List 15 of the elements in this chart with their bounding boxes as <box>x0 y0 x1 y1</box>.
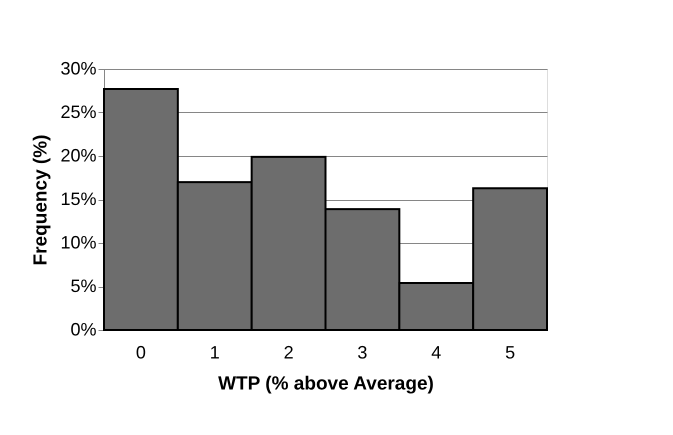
y-axis-title: Frequency (%) <box>30 134 52 266</box>
y-tick-label: 10% <box>60 232 96 252</box>
y-tick-label: 30% <box>60 58 96 78</box>
x-tick-label: 0 <box>136 342 146 362</box>
x-tick-label: 2 <box>284 342 294 362</box>
y-tick-label: 20% <box>60 146 96 166</box>
y-tick-label: 5% <box>70 276 96 296</box>
y-tick-label: 0% <box>70 320 96 340</box>
y-tick-label: 25% <box>60 102 96 122</box>
x-tick-label: 5 <box>505 342 516 362</box>
x-tick-label: 3 <box>357 342 368 362</box>
y-tick-label: 15% <box>60 189 96 209</box>
x-tick-label: 4 <box>431 342 442 362</box>
x-axis-title: WTP (% above Average) <box>218 374 434 394</box>
x-tick-label: 1 <box>210 342 220 362</box>
